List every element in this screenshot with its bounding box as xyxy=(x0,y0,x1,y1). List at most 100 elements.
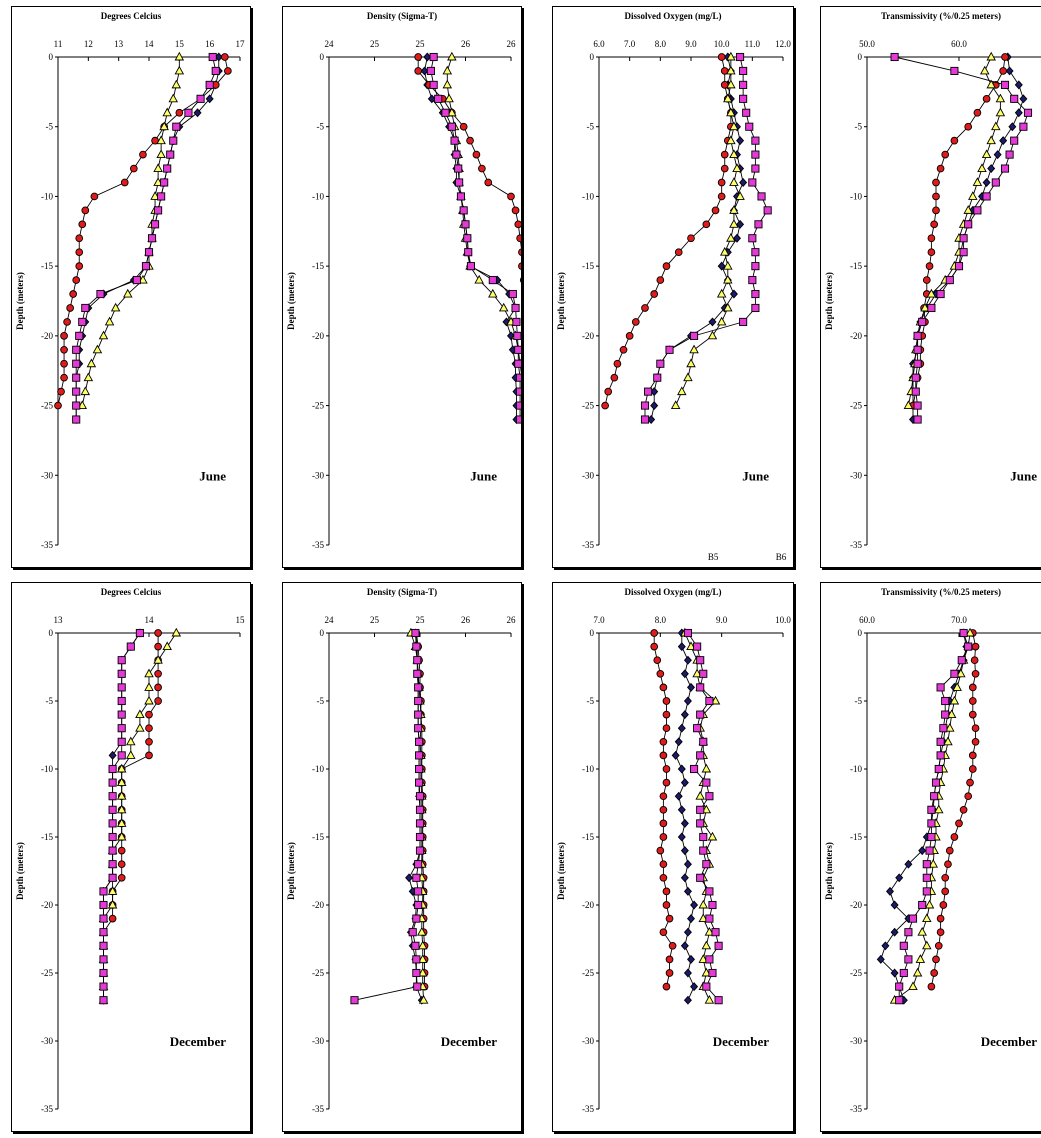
data-point xyxy=(739,317,748,326)
data-point xyxy=(701,763,712,773)
data-point xyxy=(160,178,169,187)
data-point xyxy=(117,683,126,692)
data-point xyxy=(683,859,692,869)
data-point xyxy=(965,627,975,637)
data-point xyxy=(683,995,692,1005)
y-axis-title: Depth (meters) xyxy=(556,272,566,330)
data-point xyxy=(977,163,987,172)
month-label: December xyxy=(170,1034,227,1049)
data-point xyxy=(690,982,699,992)
data-point xyxy=(696,683,705,692)
y-axis-title: Depth (meters) xyxy=(15,272,25,330)
y-tick-label: -25 xyxy=(850,968,862,978)
data-point xyxy=(108,792,117,801)
data-point xyxy=(75,234,84,243)
data-point xyxy=(99,941,108,950)
data-point xyxy=(107,886,118,895)
chart-panel-2: Density (Sigma-T) 24 25 25 26 26 0 -5 -10 -15 -20 -… xyxy=(282,6,522,568)
y-tick-label: -35 xyxy=(850,540,862,550)
data-point xyxy=(641,304,649,312)
chart-svg: Density (Sigma-T) 24 25 25 26 26 0 -5 -10 -15 -20 -… xyxy=(286,11,521,550)
data-point xyxy=(1019,122,1028,131)
series-4 xyxy=(426,52,521,424)
data-point xyxy=(705,696,714,706)
y-tick-label: -5 xyxy=(46,696,54,706)
data-point xyxy=(99,900,108,910)
series-3 xyxy=(98,627,182,1004)
data-point xyxy=(739,178,748,187)
station-label: B5 xyxy=(708,552,719,562)
data-point xyxy=(903,400,914,410)
data-point xyxy=(1019,94,1028,104)
chart-title: Density (Sigma-T) xyxy=(367,587,437,597)
x-tick-label: 26 xyxy=(461,39,471,49)
series-line xyxy=(880,632,967,1001)
data-point xyxy=(205,80,214,89)
data-point xyxy=(72,359,81,368)
data-point xyxy=(899,941,908,950)
data-point xyxy=(75,331,84,340)
data-point xyxy=(656,359,665,368)
data-point xyxy=(687,234,695,243)
data-point xyxy=(459,122,468,131)
data-point xyxy=(708,968,717,978)
data-point xyxy=(413,982,422,991)
data-point xyxy=(732,233,742,243)
data-point xyxy=(653,373,662,382)
chart-panel-8: Transmissivity (%/0.25 meters)60.070.080… xyxy=(820,582,1041,1132)
data-point xyxy=(714,941,723,950)
data-point xyxy=(986,135,996,145)
chart-panel-7: Dissolved Oxygen (mg/L) 7.0 8.0 9.0 10.0 0 -5 -… xyxy=(552,582,794,1132)
data-point xyxy=(171,79,182,89)
data-point xyxy=(987,164,996,174)
data-point xyxy=(75,248,84,257)
data-point xyxy=(973,206,982,215)
data-point xyxy=(927,819,936,828)
data-point xyxy=(941,696,950,706)
data-point xyxy=(172,122,181,131)
data-point xyxy=(656,276,665,284)
data-point xyxy=(147,234,157,243)
data-point xyxy=(132,276,141,285)
y-tick-label: -10 xyxy=(41,191,53,201)
data-point xyxy=(972,177,983,186)
chart-title: Density (Sigma-T) xyxy=(367,11,437,21)
y-tick-label: -10 xyxy=(41,764,53,774)
data-point xyxy=(964,220,973,229)
data-point xyxy=(69,290,78,298)
data-point xyxy=(689,344,699,354)
data-point xyxy=(72,373,81,382)
data-point xyxy=(680,778,689,788)
data-point xyxy=(991,121,1001,131)
data-point xyxy=(514,345,521,354)
data-point xyxy=(680,710,689,720)
data-point xyxy=(99,982,108,991)
data-point xyxy=(604,387,613,396)
data-point xyxy=(941,887,950,896)
x-tick-label: 13 xyxy=(114,39,124,49)
y-tick-label: -5 xyxy=(855,696,863,706)
data-point xyxy=(981,149,992,159)
series-line xyxy=(57,56,229,406)
data-point xyxy=(456,192,466,201)
data-point xyxy=(516,234,521,243)
y-tick-label: -35 xyxy=(41,540,53,550)
data-point xyxy=(415,751,424,760)
data-point xyxy=(693,724,702,733)
y-tick-label: -30 xyxy=(312,470,324,480)
series-2 xyxy=(927,629,980,991)
data-point xyxy=(698,913,709,923)
data-point xyxy=(936,683,945,692)
data-point xyxy=(964,122,973,131)
y-tick-label: -10 xyxy=(312,764,324,774)
series-4 xyxy=(350,628,425,1005)
data-point xyxy=(932,206,940,215)
data-point xyxy=(488,288,498,298)
series-4 xyxy=(99,628,144,1005)
data-point xyxy=(763,206,772,215)
data-point xyxy=(116,763,127,773)
data-point xyxy=(939,901,948,909)
data-point xyxy=(414,710,423,719)
data-point xyxy=(513,331,521,340)
data-point xyxy=(129,164,138,173)
